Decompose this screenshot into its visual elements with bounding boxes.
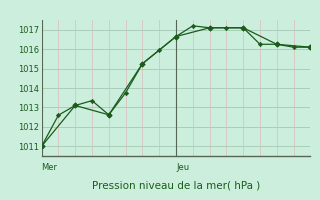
- Text: Pression niveau de la mer( hPa ): Pression niveau de la mer( hPa ): [92, 180, 260, 190]
- Text: Jeu: Jeu: [176, 163, 189, 172]
- Text: Mer: Mer: [42, 163, 58, 172]
